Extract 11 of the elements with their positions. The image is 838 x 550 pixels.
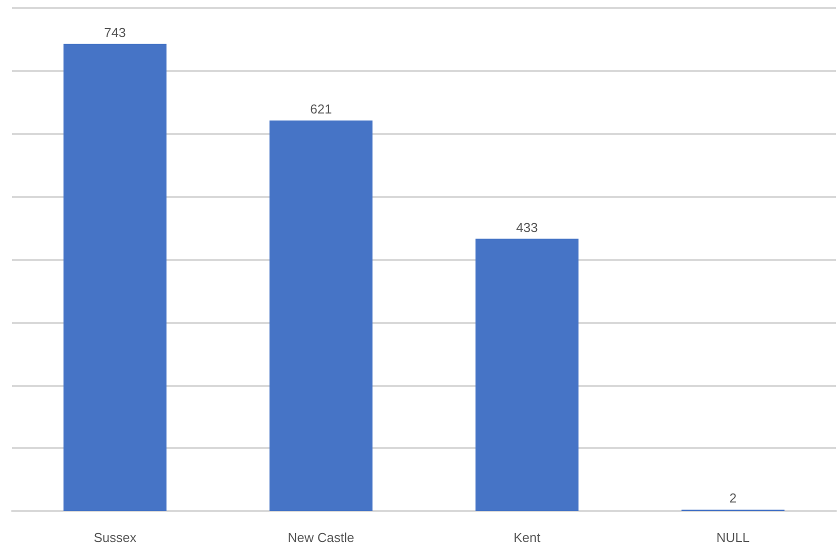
data-label: 2 [729, 490, 737, 506]
bar [476, 238, 578, 511]
data-label: 743 [104, 24, 126, 40]
x-tick-label: Sussex [94, 530, 137, 545]
x-tick-label: New Castle [288, 530, 354, 545]
x-tick-label: NULL [716, 530, 750, 545]
data-label: 433 [516, 220, 538, 235]
bar [64, 44, 166, 511]
x-tick-label: Kent [514, 530, 541, 545]
bar [270, 120, 372, 511]
data-label: 621 [310, 102, 332, 117]
